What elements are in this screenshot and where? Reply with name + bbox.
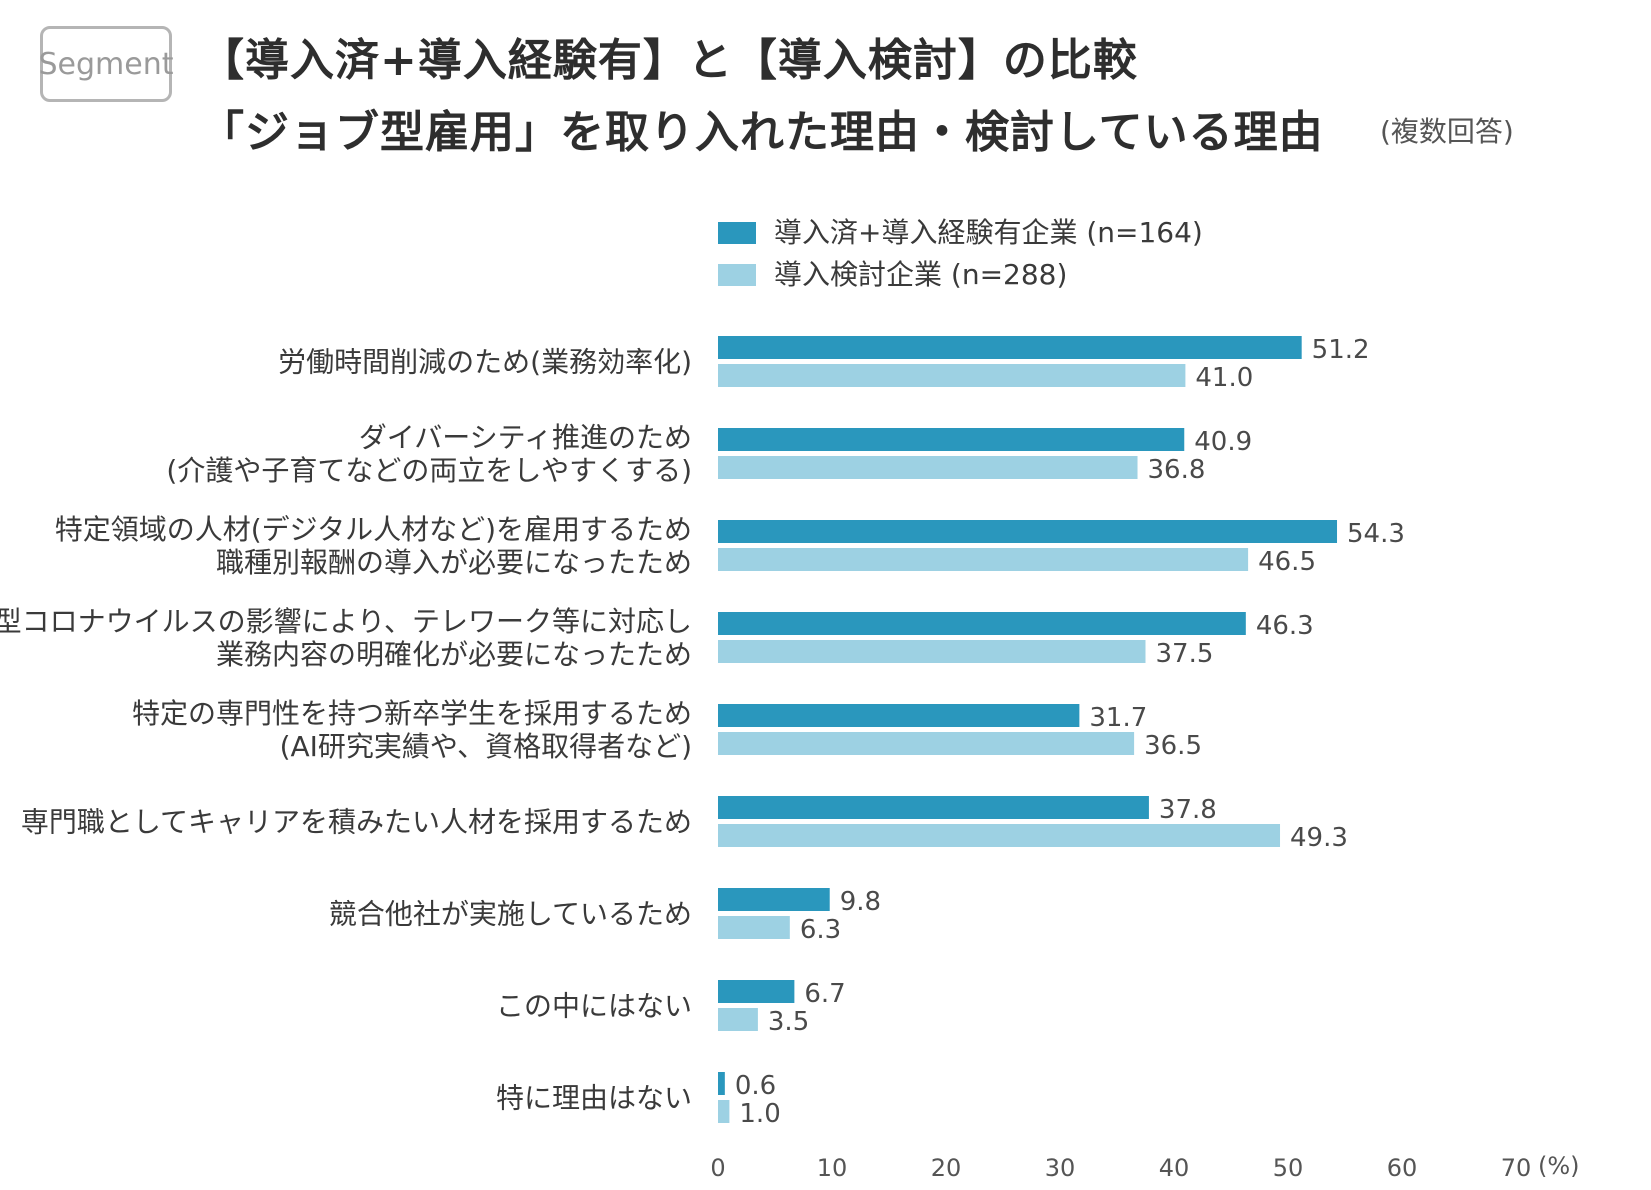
category-label-3-line-2: 職種別報酬の導入が必要になったため xyxy=(216,546,692,579)
category-label-7: 競合他社が実施しているため xyxy=(329,898,692,931)
bar-s1-8 xyxy=(718,980,795,1003)
x-tick-label-50: 50 xyxy=(1273,1154,1304,1182)
category-label-1: 労働時間削減のため(業務効率化) xyxy=(278,346,692,379)
value-label-s1-5: 31.7 xyxy=(1089,703,1147,733)
category-label-9: 特に理由はない xyxy=(496,1082,692,1115)
category-label-3-line-1: 特定領域の人材(デジタル人材など)を雇用するため xyxy=(55,513,692,546)
value-label-s1-1: 51.2 xyxy=(1312,335,1370,365)
x-tick-label-70: 70 xyxy=(1501,1154,1532,1182)
value-label-s1-2: 40.9 xyxy=(1194,427,1252,457)
chart-title-line-2: 「ジョブ型雇用」を取り入れた理由・検討している理由 xyxy=(200,107,1324,158)
category-label-2-line-2: (介護や子育てなどの両立をしやすくする) xyxy=(166,454,692,487)
bar-s1-1 xyxy=(718,336,1302,359)
bar-s2-1 xyxy=(718,364,1186,387)
value-label-s1-4: 46.3 xyxy=(1256,611,1314,641)
bar-s1-2 xyxy=(718,428,1185,451)
x-tick-label-60: 60 xyxy=(1387,1154,1418,1182)
x-tick-label-30: 30 xyxy=(1045,1154,1076,1182)
category-label-8: この中にはない xyxy=(496,990,692,1023)
x-tick-label-0: 0 xyxy=(710,1154,725,1182)
bar-s2-4 xyxy=(718,640,1146,663)
bar-s1-3 xyxy=(718,520,1338,543)
value-label-s2-6: 49.3 xyxy=(1290,823,1348,853)
x-tick-label-20: 20 xyxy=(931,1154,962,1182)
bar-s1-9 xyxy=(718,1072,725,1095)
segment-badge: Segment xyxy=(39,26,174,102)
value-label-s1-7: 9.8 xyxy=(840,887,881,917)
legend-swatch-2 xyxy=(718,264,756,286)
category-label-2-line-1: ダイバーシティ推進のため xyxy=(359,421,692,454)
bar-s1-6 xyxy=(718,796,1149,819)
value-label-s2-7: 6.3 xyxy=(800,915,841,945)
bar-s2-8 xyxy=(718,1008,758,1031)
legend-label-2: 導入検討企業 (n=288) xyxy=(774,258,1067,291)
chart-title-line-1: 【導入済+導入経験有】と【導入検討】の比較 xyxy=(200,35,1138,86)
multiple-answer-note: (複数回答) xyxy=(1380,115,1514,148)
value-label-s2-9: 1.0 xyxy=(739,1099,780,1129)
bar-s2-5 xyxy=(718,732,1135,755)
bar-s2-3 xyxy=(718,548,1249,571)
bar-s2-7 xyxy=(718,916,790,939)
x-tick-label-10: 10 xyxy=(817,1154,848,1182)
value-label-s1-8: 6.7 xyxy=(804,979,845,1009)
bar-s2-6 xyxy=(718,824,1281,847)
category-label-4-line-2: 業務内容の明確化が必要になったため xyxy=(216,638,692,671)
bar-s2-9 xyxy=(718,1100,730,1123)
value-label-s2-5: 36.5 xyxy=(1144,731,1202,761)
value-label-s2-2: 36.8 xyxy=(1148,455,1206,485)
bar-s1-7 xyxy=(718,888,830,911)
legend-swatch-1 xyxy=(718,222,756,244)
x-axis-unit-label: (%) xyxy=(1538,1152,1580,1180)
bar-s2-2 xyxy=(718,456,1138,479)
value-label-s1-9: 0.6 xyxy=(735,1071,776,1101)
legend-label-1: 導入済+導入経験有企業 (n=164) xyxy=(774,216,1203,249)
value-label-s1-6: 37.8 xyxy=(1159,795,1217,825)
category-label-5-line-2: (AI研究実績や、資格取得者など) xyxy=(280,730,692,763)
value-label-s2-8: 3.5 xyxy=(768,1007,809,1037)
bar-s1-4 xyxy=(718,612,1246,635)
value-label-s2-3: 46.5 xyxy=(1258,547,1316,577)
value-label-s2-4: 37.5 xyxy=(1156,639,1214,669)
category-label-6: 専門職としてキャリアを積みたい人材を採用するため xyxy=(21,806,692,839)
category-label-5-line-1: 特定の専門性を持つ新卒学生を採用するため xyxy=(132,697,692,730)
value-label-s1-3: 54.3 xyxy=(1347,519,1405,549)
category-label-4-line-1: 新型コロナウイルスの影響により、テレワーク等に対応し xyxy=(0,605,692,638)
x-tick-label-40: 40 xyxy=(1159,1154,1190,1182)
value-label-s2-1: 41.0 xyxy=(1195,363,1253,393)
bar-s1-5 xyxy=(718,704,1080,727)
